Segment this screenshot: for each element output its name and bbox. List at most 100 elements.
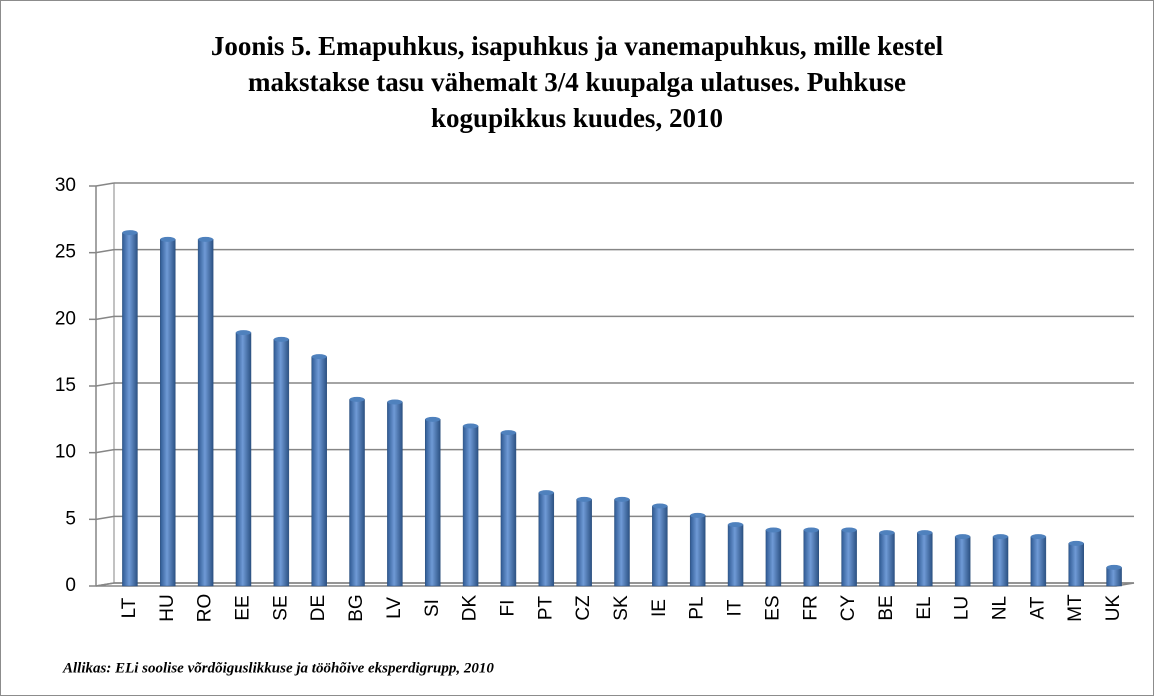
bar-top [728,522,744,528]
bar-top [765,527,781,533]
grid-line [95,315,115,321]
bar [197,239,214,587]
bar-top [803,527,819,533]
bar-top [993,534,1009,540]
x-tick-label: HU [157,594,178,621]
y-tick-label: 0 [65,575,76,596]
x-tick-label: DK [460,594,481,621]
bar-top [955,534,971,540]
bar-top [425,416,441,422]
source-note: Allikas: ELi soolise võrdõiguslikkuse ja… [62,660,494,676]
bar [917,532,933,587]
bar-top [235,330,251,336]
bar [765,529,782,587]
bar [1030,536,1047,587]
bar [462,425,479,587]
bar [424,419,441,587]
bar-top [1030,534,1046,540]
x-tick-label: PL [687,596,708,619]
x-tick-label: SE [270,595,291,620]
bar [954,536,971,587]
x-tick-label: LV [384,597,405,619]
x-tick-label: MT [1065,594,1086,622]
chart-title: makstakse tasu vähemalt 3/4 kuupalga ula… [248,67,906,97]
bar-top [311,354,327,360]
y-tick-label: 15 [55,375,76,396]
chart-title: kogupikkus kuudes, 2010 [431,103,723,133]
bar-top [273,336,289,342]
grid-line [95,448,115,454]
bar-top [841,527,857,533]
x-tick-label: IE [649,599,670,617]
grid-line [95,515,115,521]
x-tick-label: EE [232,595,253,620]
bar [349,399,365,587]
x-tick-label: DE [308,595,329,621]
x-tick-label: LT [119,597,140,618]
bar-top [1106,564,1122,570]
grid-line [95,382,115,387]
x-tick-label: RO [195,594,216,623]
bar [235,332,252,587]
bar [160,239,176,587]
x-tick-label: SK [611,595,632,621]
y-tick-label: 5 [65,508,76,529]
bar [727,524,744,587]
x-tick-label: EL [914,596,935,619]
y-tick-label: 20 [55,308,76,329]
bar [992,536,1009,587]
bar [841,529,857,587]
bar-top [538,490,554,496]
y-tick-label: 30 [55,175,76,196]
bar [538,492,555,587]
bar [1106,567,1122,587]
bar-top [463,423,479,429]
bar [1068,543,1084,587]
grid-line [95,182,115,187]
bar [500,432,517,587]
bar-top [122,230,138,236]
bar-top [160,236,176,242]
bar-top [652,503,668,509]
x-tick-label: CZ [573,595,594,621]
y-tick-label: 25 [55,242,76,263]
x-tick-label: BE [876,595,897,620]
x-tick-label: SI [422,599,443,617]
x-tick-label: CY [838,594,859,621]
bar [614,499,630,587]
bar-top [576,496,592,502]
bar-top [1068,540,1084,546]
bar [273,339,290,587]
bar [689,515,706,587]
x-tick-label: AT [1027,596,1048,619]
bar-top [198,236,214,242]
x-tick-label: UK [1103,594,1124,621]
bar [311,356,327,587]
x-tick-label: PT [535,595,556,620]
x-tick-label: LU [952,596,973,620]
bar-top [349,396,365,402]
bar [803,529,820,587]
chart-title: Joonis 5. Emapuhkus, isapuhkus ja vanema… [211,31,944,61]
bar [652,505,668,587]
bar-top [879,530,895,536]
bar [122,232,138,587]
bar-top [500,430,516,436]
x-tick-label: FI [497,600,518,617]
bar-top [614,496,630,502]
y-tick-label: 10 [55,442,76,463]
bar [879,532,895,587]
x-tick-label: IT [725,599,746,616]
grid-line [95,248,115,254]
x-tick-label: BG [346,594,367,621]
bar-top [917,530,933,536]
bar-top [387,399,403,405]
x-tick-label: ES [762,595,783,620]
bar [576,499,592,587]
bar [387,401,403,587]
bar-top [690,512,706,518]
x-tick-label: FR [800,595,821,620]
x-tick-label: NL [990,596,1011,620]
